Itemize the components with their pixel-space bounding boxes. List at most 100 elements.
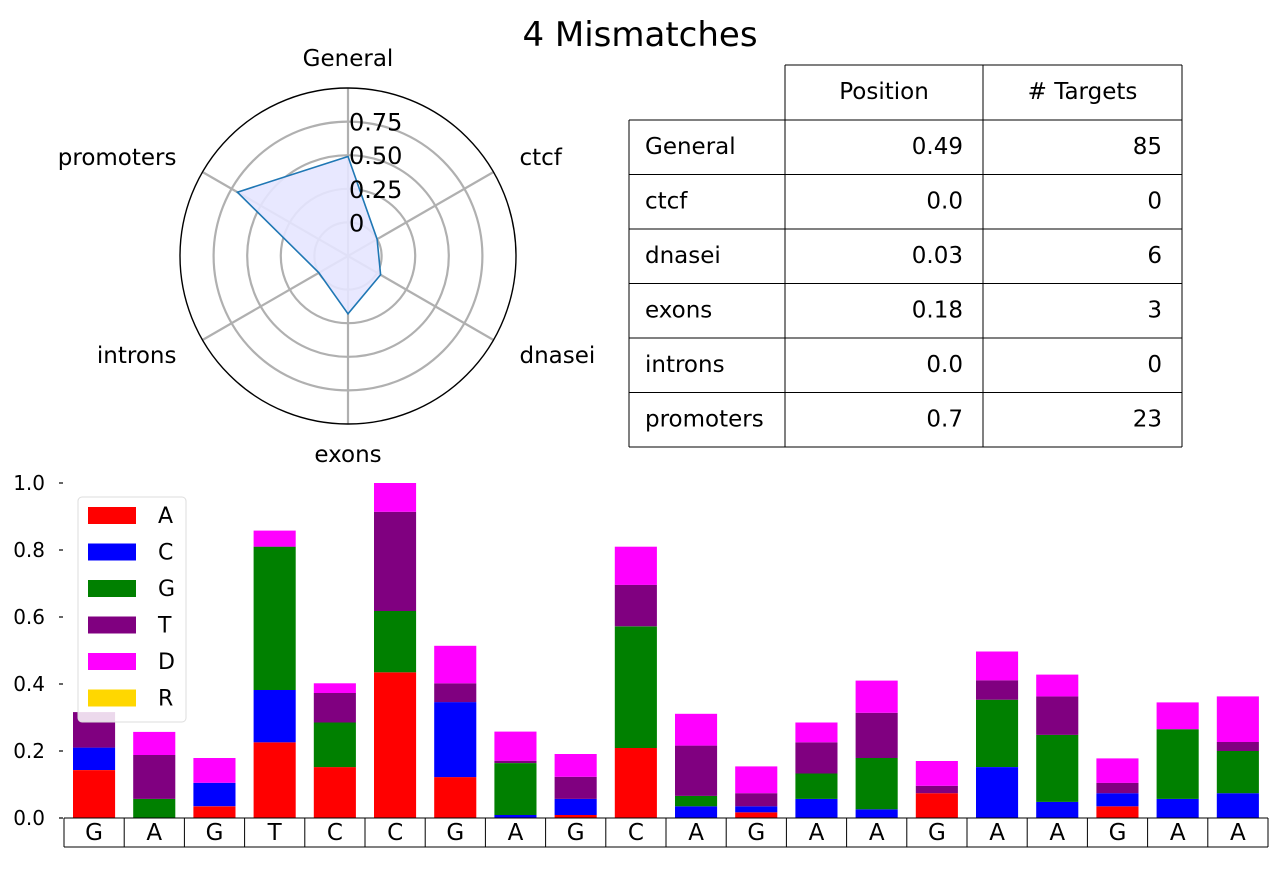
category-label: G: [206, 820, 224, 846]
bar-segment-G: [313, 722, 356, 768]
bar-segment-G: [374, 611, 417, 673]
bar-segment-T: [494, 760, 537, 763]
category-label: T: [267, 820, 283, 846]
figure-title: 4 Mismatches: [522, 15, 757, 55]
legend-label: T: [157, 614, 172, 639]
bar-segment-C: [855, 809, 898, 818]
bar-segment-C: [675, 806, 718, 818]
bar-segment-C: [1036, 801, 1079, 818]
radar-chart: 0 0.25 0.50 0.75 General ctcf dnasei exons intro…: [58, 46, 596, 468]
bar-segment-G: [253, 546, 296, 690]
bar-segment-A: [193, 806, 236, 818]
y-tick-label: 1.0: [13, 471, 45, 495]
category-label: C: [387, 820, 403, 846]
bar-segment-G: [1036, 734, 1079, 802]
category-label: C: [327, 820, 343, 846]
legend-label: A: [158, 504, 173, 529]
table-column-header: # Targets: [1028, 79, 1138, 105]
bar-segment-D: [675, 713, 718, 746]
summary-table: Position # Targets General 0.49 85 ctcf 0.0 0 dn…: [628, 64, 1183, 448]
bar-segment-D: [614, 546, 657, 585]
bar-segment-A: [1096, 806, 1139, 818]
bar-segment-G: [675, 795, 718, 807]
radar-axis-label: exons: [314, 442, 381, 468]
bar-segment-D: [735, 766, 778, 794]
stacked-bar-chart: 0.00.20.40.60.81.0G A G T C C G A G C A G A A G A A G A AAC…: [13, 471, 1269, 848]
legend-swatch-T: [88, 616, 136, 634]
table-cell-position: 0.0: [926, 352, 963, 378]
bar-segment-D: [554, 754, 597, 777]
bar-segment-A: [434, 777, 477, 818]
category-label: G: [928, 820, 946, 846]
legend-swatch-A: [88, 507, 136, 524]
radar-tick-label: 0: [349, 209, 364, 237]
table-cell-targets: 6: [1147, 243, 1162, 269]
bar-segment-C: [73, 747, 116, 770]
table-row-label: exons: [645, 298, 712, 324]
category-label: A: [869, 820, 885, 846]
bar-segment-D: [976, 651, 1019, 681]
bar-segment-D: [253, 530, 296, 547]
radar-axis-label: General: [303, 46, 394, 72]
bar-segment-T: [313, 693, 356, 723]
bar-segment-G: [976, 699, 1019, 767]
category-label: A: [989, 820, 1005, 846]
radar-outer-circle: [179, 87, 517, 425]
bar-segment-T: [855, 712, 898, 758]
category-label: A: [809, 820, 825, 846]
bar-segment-A: [374, 672, 417, 818]
bar-segment-A: [554, 815, 597, 818]
bar-segment-C: [193, 782, 236, 807]
bar-segment-G: [614, 626, 657, 748]
legend-swatch-G: [88, 580, 136, 597]
bar-segment-D: [1216, 696, 1259, 742]
category-label: A: [1049, 820, 1065, 846]
bar-segment-A: [614, 748, 657, 818]
bar-segment-C: [1216, 793, 1259, 818]
bar-segment-G: [795, 773, 838, 799]
bar-segment-T: [614, 584, 657, 627]
y-tick-label: 0.8: [13, 538, 45, 562]
radar-axis-label: dnasei: [520, 343, 596, 369]
table-cell-targets: 3: [1147, 298, 1162, 324]
bar-segment-C: [434, 702, 477, 778]
category-label: A: [508, 820, 524, 846]
bar-segment-C: [494, 815, 537, 818]
radar-axis-label: promoters: [58, 145, 177, 171]
bar-segment-G: [133, 798, 176, 818]
bar-segment-G: [1216, 751, 1259, 794]
bar-segment-T: [1216, 742, 1259, 751]
bar-segment-C: [554, 798, 597, 815]
category-label: G: [1109, 820, 1127, 846]
table-row-label: dnasei: [645, 243, 721, 269]
bar-segment-T: [374, 511, 417, 611]
bar-segment-C: [1096, 793, 1139, 807]
radar-axis-label: introns: [97, 343, 177, 369]
bar-segment-G: [494, 763, 537, 815]
bar-segment-C: [735, 806, 778, 813]
bar-segment-D: [193, 758, 236, 783]
legend-label: G: [158, 577, 175, 602]
bar-segment-D: [1156, 702, 1199, 730]
y-tick-label: 0.2: [13, 739, 45, 763]
bar-segment-T: [915, 785, 958, 794]
table-cell-targets: 0: [1147, 352, 1162, 378]
legend-swatch-C: [88, 543, 136, 561]
table-cell-position: 0.7: [926, 407, 963, 433]
table-cell-targets: 85: [1133, 134, 1162, 160]
radar-data-polygon: [235, 155, 382, 316]
category-label: A: [146, 820, 162, 846]
bar-segment-C: [795, 798, 838, 818]
legend-label: D: [158, 650, 175, 675]
category-label: G: [446, 820, 464, 846]
bar-segment-D: [915, 761, 958, 786]
bar-segment-C: [1156, 798, 1199, 818]
bar-segment-T: [1036, 696, 1079, 735]
bar-segment-D: [133, 731, 176, 755]
table-row-label: promoters: [645, 407, 764, 433]
table-cell-targets: 0: [1147, 189, 1162, 215]
bar-segment-A: [253, 742, 296, 818]
y-tick-label: 0.4: [13, 672, 45, 696]
table-row-label: introns: [645, 352, 725, 378]
